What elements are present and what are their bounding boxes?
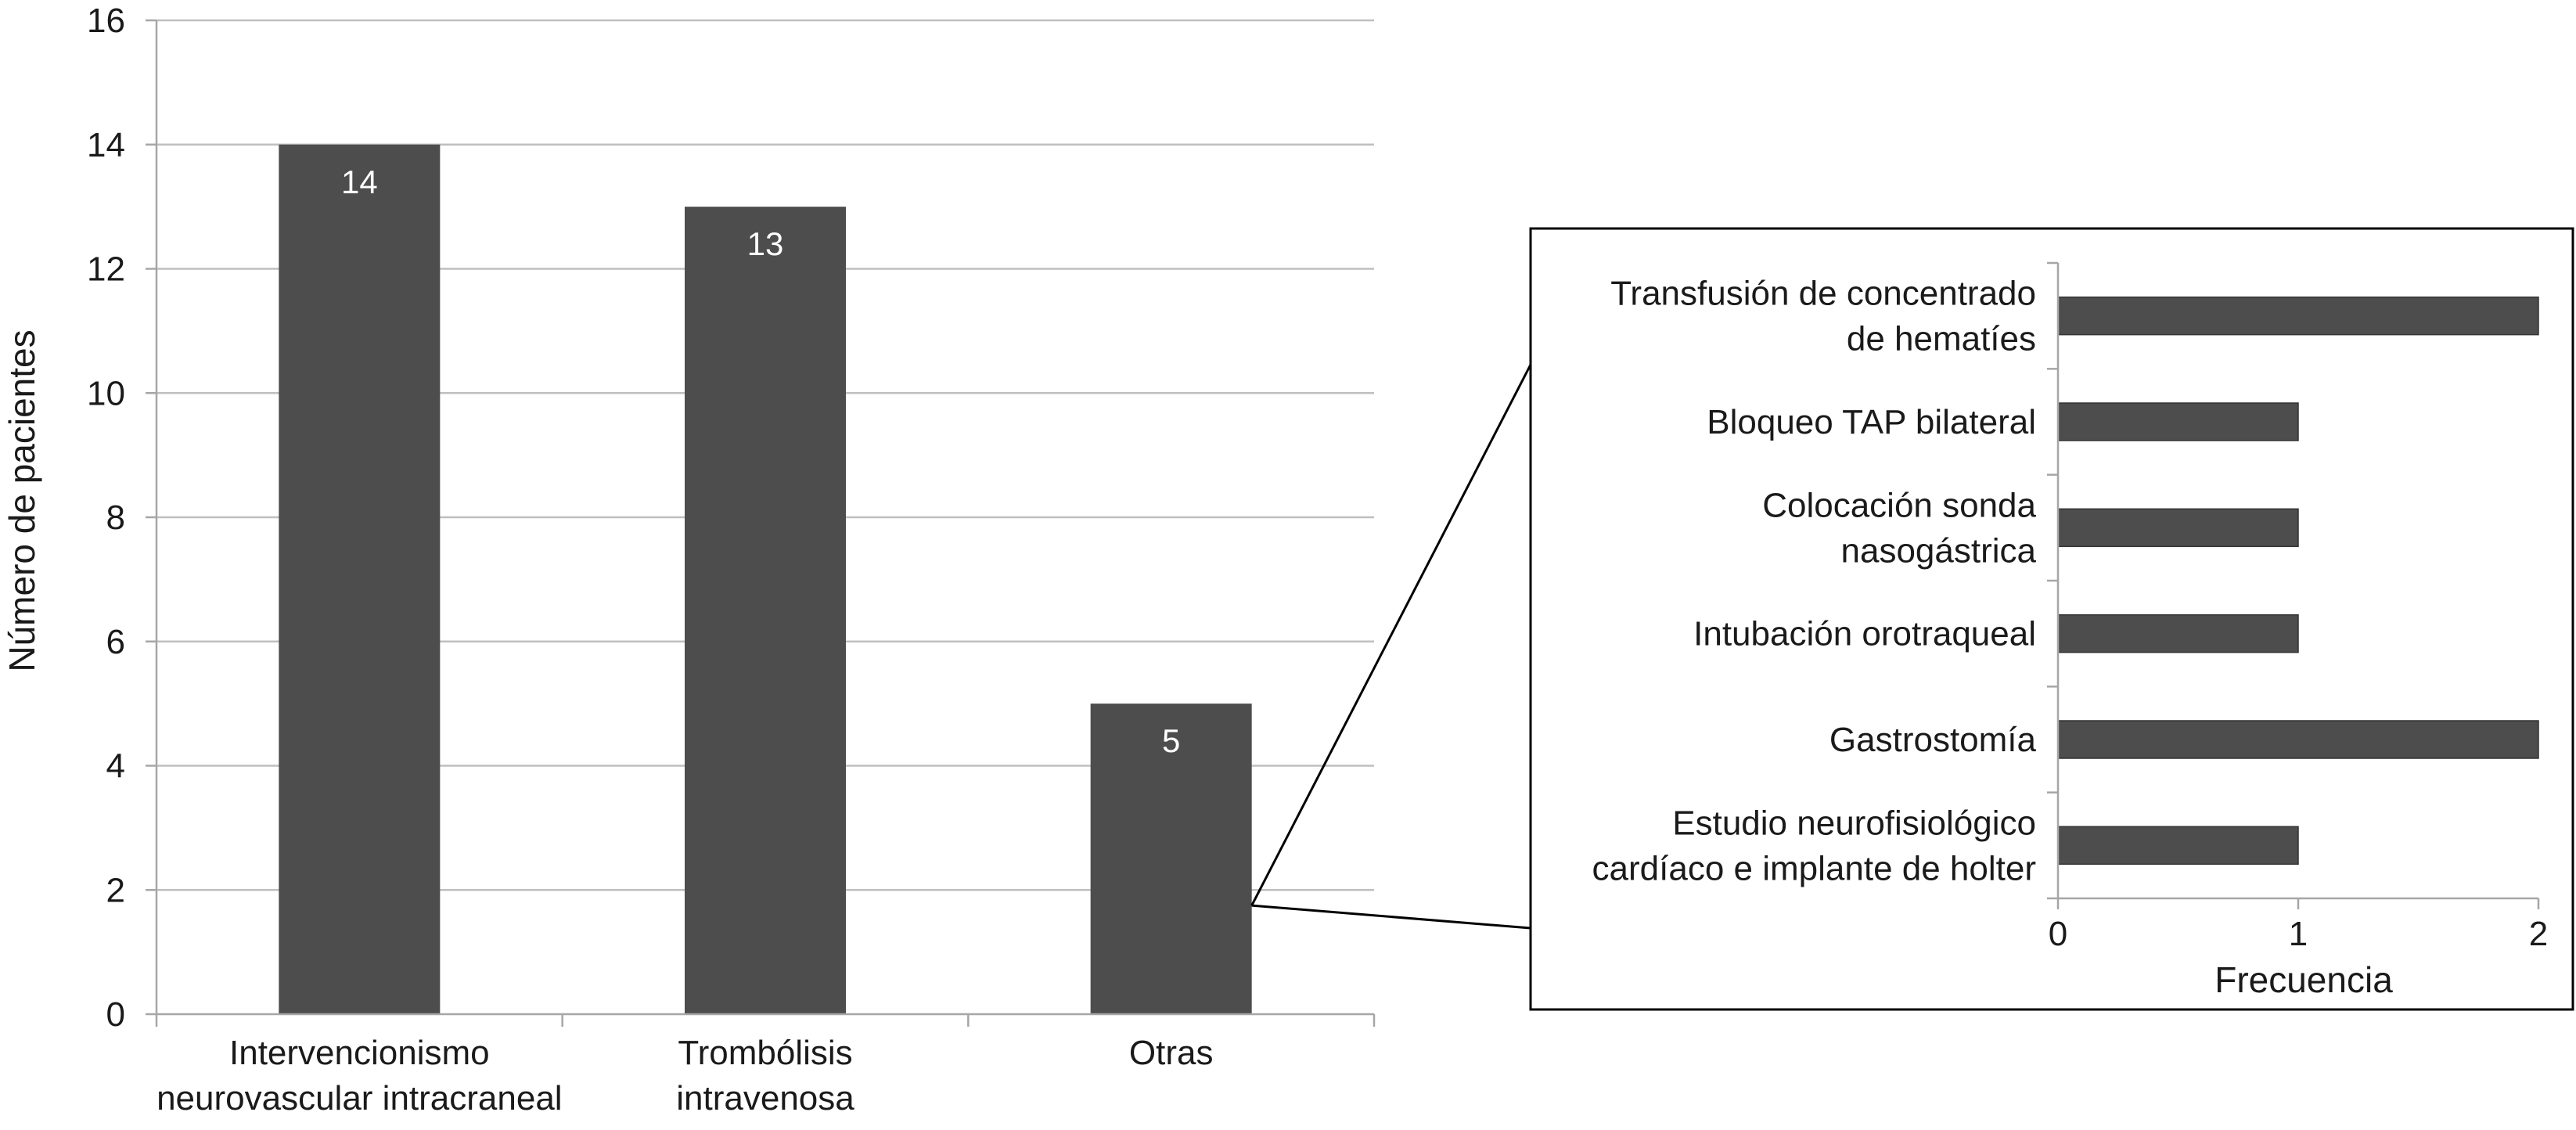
inset-bar: [2057, 296, 2539, 336]
inset-chart: Transfusión de concentrado de hematíes Blo…: [1529, 227, 2574, 1011]
inset-bar: [2057, 402, 2299, 441]
inset-category-label: Gastrostomía: [1829, 721, 2037, 759]
bar: [1090, 704, 1252, 1014]
inset-bar: [2057, 720, 2539, 759]
inset-bars: [2057, 296, 2539, 865]
main-y-tick-labels: 0 2 4 6 8 10 12 14 16: [87, 2, 125, 1034]
category-label: neurovascular intracraneal: [157, 1079, 563, 1117]
y-tick-label: 16: [87, 2, 125, 40]
y-tick-label: 10: [87, 374, 125, 412]
inset-category-labels: Transfusión de concentrado de hematíes Blo…: [1592, 275, 2037, 888]
inset-x-tick-label: 1: [2289, 915, 2308, 953]
y-tick-label: 0: [106, 995, 125, 1034]
connector-line-lower: [1251, 904, 1531, 930]
bar: [279, 144, 441, 1014]
inset-bar: [2057, 508, 2299, 548]
category-label: Intervencionismo: [229, 1034, 490, 1072]
inset-category-label: de hematíes: [1847, 320, 2036, 358]
category-label: intravenosa: [676, 1079, 854, 1117]
inset-x-tick-label: 2: [2529, 915, 2548, 953]
zoom-connector-lines: [1250, 364, 1532, 930]
inset-category-label: Estudio neurofisiológico: [1672, 804, 2036, 842]
bar: [685, 207, 846, 1014]
main-category-labels: Intervencionismo neurovascular intracrane…: [157, 1034, 1213, 1117]
y-tick-label: 2: [106, 871, 125, 909]
inset-x-tick-labels: 0 1 2: [2049, 915, 2548, 953]
inset-axes: [2047, 261, 2540, 909]
inset-category-label: Transfusión de concentrado: [1610, 275, 2036, 313]
main-chart: 0 2 4 6 8 10 12 14 16 Intervencionismo neurovascu…: [2, 2, 1376, 1117]
main-axes: [146, 19, 1376, 1027]
data-label: 5: [1162, 722, 1180, 759]
data-label: 13: [747, 225, 784, 262]
y-tick-label: 6: [106, 623, 125, 661]
inset-frame: [1529, 227, 2574, 1011]
connector-line-upper: [1250, 364, 1532, 906]
inset-category-label: cardíaco e implante de holter: [1592, 849, 2036, 887]
category-label: Otras: [1129, 1034, 1214, 1072]
y-tick-label: 8: [106, 498, 125, 537]
inset-bar: [2057, 826, 2299, 865]
inset-category-label: Intubación orotraqueal: [1693, 615, 2036, 653]
y-tick-label: 14: [87, 126, 125, 164]
data-label: 14: [341, 164, 378, 200]
inset-x-tick-label: 0: [2049, 915, 2067, 953]
inset-bar: [2057, 614, 2299, 653]
y-tick-label: 12: [87, 250, 125, 289]
y-tick-label: 4: [106, 747, 125, 786]
main-bars: [279, 144, 1252, 1014]
category-label: Trombólisis: [678, 1034, 852, 1072]
inset-x-axis-title: Frecuencia: [2214, 959, 2393, 1000]
inset-category-label: Colocación sonda: [1762, 486, 2036, 524]
y-axis-title: Número de pacientes: [2, 329, 42, 671]
inset-category-label: Bloqueo TAP bilateral: [1707, 403, 2036, 441]
inset-category-label: nasogástrica: [1841, 531, 2037, 570]
main-data-labels: 14 13 5: [341, 164, 1180, 759]
